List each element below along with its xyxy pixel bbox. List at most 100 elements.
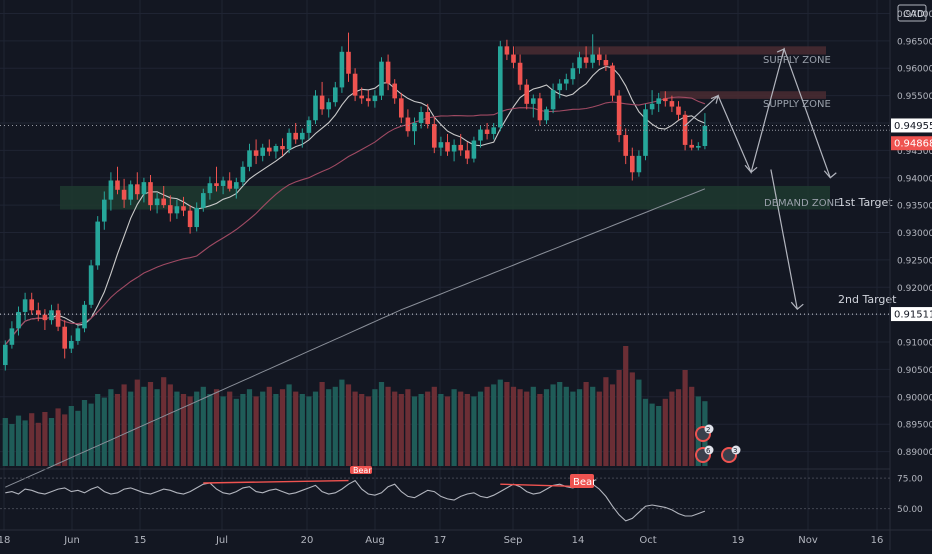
volume-bar [180,394,187,466]
price-tick-label: 0.91000 [897,339,932,349]
volume-bar [352,391,358,466]
time-tick-label: Sep [504,535,523,546]
volume-bar [29,413,35,466]
volume-bar [299,394,305,466]
event-badge-1[interactable]: 2 [695,424,714,442]
candle-body [623,135,628,156]
volume-bar [543,389,550,466]
candlesticks[interactable] [3,32,708,371]
time-tick-label: 18 [0,535,10,546]
volume-bar [372,389,378,466]
volume-bar [550,384,556,466]
candle-body [22,299,28,312]
volume-bar [510,386,517,466]
oscillator-axis: 75.00 50.00 [897,475,923,516]
volume-bar [293,391,299,466]
volume-bar [636,379,642,466]
price-tick-label: 0.92000 [897,284,932,294]
volume-bar [557,382,563,466]
volume-bar [464,394,470,466]
volume-bar [260,391,266,466]
volume-bar [246,389,253,466]
candle-body [293,132,298,140]
candle-body [240,166,246,183]
volume-bar [95,394,101,466]
candle-body [616,95,622,136]
last-close-text: 0.94868 [894,139,932,150]
projection-arrowhead-5 [790,301,804,311]
candle-body [425,112,430,125]
supply-zone-upper-rect [515,46,826,55]
candle-body [148,182,153,206]
candle-body [128,184,133,200]
candle-body [418,112,424,123]
volume-bar [570,391,576,466]
time-tick-label: Oct [639,535,656,546]
volume-bar [273,394,279,466]
time-tick-label: 19 [732,535,745,546]
event-badge-1-count: 2 [706,426,710,434]
volume-bar [312,391,319,466]
volume-bar [62,414,68,466]
event-badge-3[interactable]: 3 [721,445,741,463]
volume-bar [22,420,28,466]
supply-zone-upper-label: SUPPLY ZONE [763,55,831,66]
candle-body [590,54,595,63]
last-close-badge: 0.94868 [891,136,932,151]
volume-bar [438,394,444,466]
volume-bar [524,391,530,466]
candle-body [108,180,114,200]
candle-body [227,180,232,189]
volume-bar [444,396,451,466]
candle-body [359,95,364,99]
candle-body [517,62,523,85]
currency-badge-box[interactable] [897,4,927,22]
volume-bar [279,389,286,466]
candle-body [194,207,199,228]
candle-body [399,98,404,118]
candle-body [319,95,325,110]
volume-bar [319,382,325,466]
current-price-badge: 0.94955 [891,118,932,133]
candle-body [36,310,41,315]
event-badge-2[interactable]: 6 [695,445,714,463]
candle-body [207,183,213,194]
volume-bar [583,382,589,466]
last-close-badge-box [891,136,932,151]
ma-mid-line [4,96,706,346]
second-target-label: 2nd Target [838,293,897,306]
volume-bar [2,418,8,466]
event-badge-3-count-dot [731,445,741,455]
candle-body [630,155,635,173]
volume-bar [55,408,61,466]
candle-body [161,198,166,206]
candle-body [577,57,582,69]
price-tick-label: 0.94000 [897,174,932,184]
volume-bar [675,389,682,466]
candle-body [62,326,67,349]
candle-body [9,328,15,345]
time-tick-label: Aug [365,535,385,546]
time-axis[interactable]: 18 Jun 15 Jul 20 Aug 17 Sep 14 Oct 19 Nov 16 [0,535,883,546]
candle-body [306,120,312,133]
candle-body [537,98,543,121]
candle-body [451,144,457,152]
candle-body [300,132,305,140]
candle-body [432,124,437,148]
candle-body [458,144,463,151]
candle-body [531,98,536,104]
candle-body [504,46,510,55]
candle-body [511,54,516,63]
volume-bar [233,398,239,466]
price-tick-label: 0.93000 [897,229,932,239]
current-price-badge-box [891,118,932,133]
volume-bar [590,386,596,466]
candle-body [326,102,331,110]
candle-body [544,109,549,121]
volume-bar [491,384,497,466]
volume-bar [81,400,88,466]
volume-bar [220,396,226,466]
candle-body [115,180,120,190]
candle-body [570,68,576,80]
